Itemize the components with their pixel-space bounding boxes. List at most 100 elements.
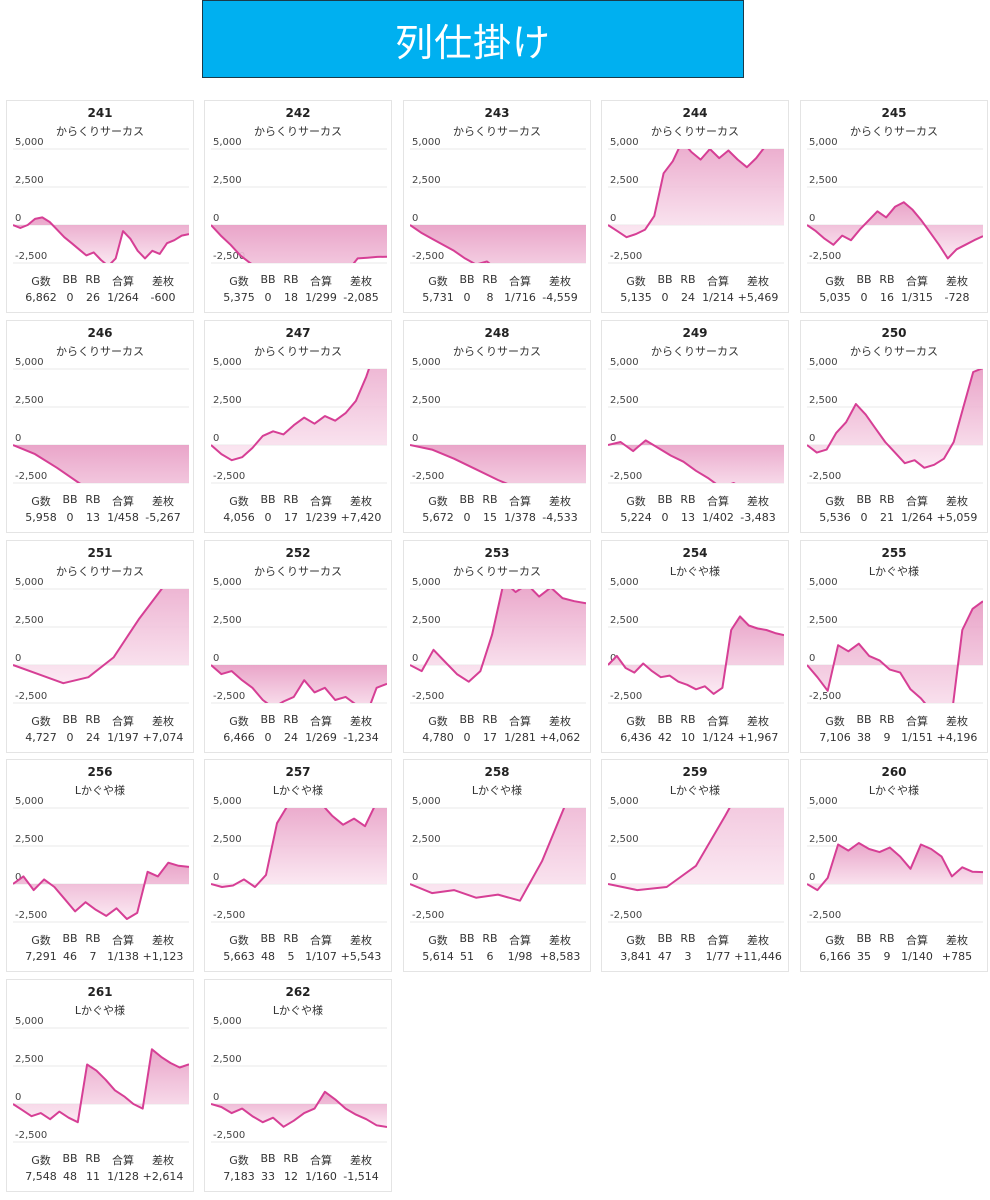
machine-card-257[interactable]: 257 Lかぐや様 5,000 2,500 0 -2,500 G数 BB RB 合算 差枚 5,663… bbox=[204, 759, 392, 972]
diff-header: 差枚 bbox=[152, 275, 174, 288]
bb-header: BB bbox=[459, 273, 475, 286]
machine-card-246[interactable]: 246 からくりサーカス 5,000 2,500 0 -2,500 G数 BB RB 合算 差枚 5,… bbox=[6, 320, 194, 533]
machine-card-254[interactable]: 254 Lかぐや様 5,000 2,500 0 -2,500 G数 BB RB 合算 差枚 6,436… bbox=[601, 540, 789, 753]
diff-header: 差枚 bbox=[747, 275, 769, 288]
ratio-value: 1/716 bbox=[504, 291, 536, 304]
diff-line bbox=[410, 224, 491, 263]
ratio-value: 1/269 bbox=[305, 731, 337, 744]
y-tick-label: -2,500 bbox=[610, 910, 642, 921]
diff-header: 差枚 bbox=[152, 495, 174, 508]
diff-line bbox=[13, 589, 163, 685]
machine-card-244[interactable]: 244 からくりサーカス 5,000 2,500 0 -2,500 G数 BB RB 合算 差枚 5,… bbox=[601, 100, 789, 313]
y-tick-label: -2,500 bbox=[213, 1130, 245, 1141]
diff-line bbox=[807, 369, 983, 469]
ratio-header: 合算 bbox=[310, 275, 332, 288]
y-tick-label: 2,500 bbox=[412, 834, 441, 845]
ratio-header: 合算 bbox=[509, 934, 531, 947]
machine-card-262[interactable]: 262 Lかぐや様 5,000 2,500 0 -2,500 G数 BB RB 合算 差枚 7,183… bbox=[204, 979, 392, 1192]
y-tick-label: 5,000 bbox=[412, 577, 441, 588]
games-header: G数 bbox=[825, 275, 845, 288]
page-title: 列仕掛け bbox=[394, 20, 551, 65]
bb-value: 0 bbox=[860, 291, 868, 304]
machine-card-242[interactable]: 242 からくりサーカス 5,000 2,500 0 -2,500 G数 BB RB 合算 差枚 5,… bbox=[204, 100, 392, 313]
games-value: 7,183 bbox=[223, 1170, 255, 1183]
machine-card-251[interactable]: 251 からくりサーカス 5,000 2,500 0 -2,500 G数 BB RB 合算 差枚 4,… bbox=[6, 540, 194, 753]
diff-line bbox=[608, 149, 765, 239]
bb-header: BB bbox=[260, 273, 276, 286]
rb-header: RB bbox=[680, 932, 696, 945]
machine-number: 250 bbox=[881, 326, 907, 340]
diff-header: 差枚 bbox=[350, 1154, 372, 1167]
games-header: G数 bbox=[825, 495, 845, 508]
machine-card-241[interactable]: 241 からくりサーカス 5,000 2,500 0 -2,500 G数 BB RB 合算 差枚 6,… bbox=[6, 100, 194, 313]
diff-value: -2,085 bbox=[343, 291, 379, 304]
y-tick-label: 2,500 bbox=[213, 834, 242, 845]
y-tick-label: 0 bbox=[610, 433, 616, 444]
machine-card-248[interactable]: 248 からくりサーカス 5,000 2,500 0 -2,500 G数 BB RB 合算 差枚 5,… bbox=[403, 320, 591, 533]
diff-line bbox=[608, 808, 731, 892]
ratio-value: 1/299 bbox=[305, 291, 337, 304]
y-tick-label: -2,500 bbox=[610, 471, 642, 482]
y-tick-label: -2,500 bbox=[15, 471, 47, 482]
machine-number: 258 bbox=[484, 765, 510, 779]
bb-value: 51 bbox=[460, 950, 474, 963]
machine-card-253[interactable]: 253 からくりサーカス 5,000 2,500 0 -2,500 G数 BB RB 合算 差枚 4,… bbox=[403, 540, 591, 753]
rb-value: 24 bbox=[681, 291, 695, 304]
rb-header: RB bbox=[680, 273, 696, 286]
ratio-header: 合算 bbox=[906, 275, 928, 288]
machine-card-245[interactable]: 245 からくりサーカス 5,000 2,500 0 -2,500 G数 BB RB 合算 差枚 5,… bbox=[800, 100, 988, 313]
rb-value: 8 bbox=[486, 291, 494, 304]
machine-card-261[interactable]: 261 Lかぐや様 5,000 2,500 0 -2,500 G数 BB RB 合算 差枚 7,548… bbox=[6, 979, 194, 1192]
games-header: G数 bbox=[825, 934, 845, 947]
games-value: 6,166 bbox=[819, 950, 851, 963]
bb-header: BB bbox=[62, 493, 78, 506]
diff-value: -4,559 bbox=[542, 291, 578, 304]
bb-header: BB bbox=[856, 273, 872, 286]
bb-value: 0 bbox=[66, 291, 74, 304]
diff-header: 差枚 bbox=[747, 495, 769, 508]
machine-number: 243 bbox=[484, 106, 510, 120]
diff-area bbox=[211, 369, 387, 461]
rb-header: RB bbox=[85, 493, 101, 506]
y-tick-label: -2,500 bbox=[809, 910, 841, 921]
machine-name: からくりサーカス bbox=[56, 345, 144, 358]
machine-name: Lかぐや様 bbox=[74, 1004, 126, 1017]
machine-card-255[interactable]: 255 Lかぐや様 5,000 2,500 0 -2,500 G数 BB RB 合算 差枚 7,106… bbox=[800, 540, 988, 753]
diff-header: 差枚 bbox=[549, 715, 571, 728]
ratio-header: 合算 bbox=[906, 495, 928, 508]
diff-value: +5,543 bbox=[340, 950, 382, 963]
bb-header: BB bbox=[657, 932, 673, 945]
machine-card-256[interactable]: 256 Lかぐや様 5,000 2,500 0 -2,500 G数 BB RB 合算 差枚 7,291… bbox=[6, 759, 194, 972]
y-tick-label: 2,500 bbox=[15, 175, 44, 186]
rb-header: RB bbox=[879, 713, 895, 726]
y-tick-label: 5,000 bbox=[610, 577, 639, 588]
diff-value: +11,446 bbox=[734, 950, 782, 963]
diff-value: +7,420 bbox=[340, 511, 382, 524]
y-tick-label: -2,500 bbox=[213, 471, 245, 482]
games-header: G数 bbox=[626, 715, 646, 728]
y-tick-label: 5,000 bbox=[412, 137, 441, 148]
machine-card-259[interactable]: 259 Lかぐや様 5,000 2,500 0 -2,500 G数 BB RB 合算 差枚 3,841… bbox=[601, 759, 789, 972]
machine-card-249[interactable]: 249 からくりサーカス 5,000 2,500 0 -2,500 G数 BB RB 合算 差枚 5,… bbox=[601, 320, 789, 533]
rb-header: RB bbox=[283, 493, 299, 506]
machine-card-252[interactable]: 252 からくりサーカス 5,000 2,500 0 -2,500 G数 BB RB 合算 差枚 6,… bbox=[204, 540, 392, 753]
diff-area bbox=[13, 445, 189, 483]
y-tick-label: -2,500 bbox=[15, 910, 47, 921]
machine-card-260[interactable]: 260 Lかぐや様 5,000 2,500 0 -2,500 G数 BB RB 合算 差枚 6,166… bbox=[800, 759, 988, 972]
machine-card-258[interactable]: 258 Lかぐや様 5,000 2,500 0 -2,500 G数 BB RB 合算 差枚 5,614… bbox=[403, 759, 591, 972]
ratio-header: 合算 bbox=[112, 1154, 134, 1167]
machine-number: 253 bbox=[484, 546, 510, 560]
machine-card-243[interactable]: 243 からくりサーカス 5,000 2,500 0 -2,500 G数 BB RB 合算 差枚 5,… bbox=[403, 100, 591, 313]
y-tick-label: 2,500 bbox=[412, 395, 441, 406]
bb-value: 0 bbox=[860, 511, 868, 524]
y-tick-label: 5,000 bbox=[809, 577, 838, 588]
machine-card-247[interactable]: 247 からくりサーカス 5,000 2,500 0 -2,500 G数 BB RB 合算 差枚 4,… bbox=[204, 320, 392, 533]
y-tick-label: -2,500 bbox=[213, 910, 245, 921]
machine-card-250[interactable]: 250 からくりサーカス 5,000 2,500 0 -2,500 G数 BB RB 合算 差枚 5,… bbox=[800, 320, 988, 533]
